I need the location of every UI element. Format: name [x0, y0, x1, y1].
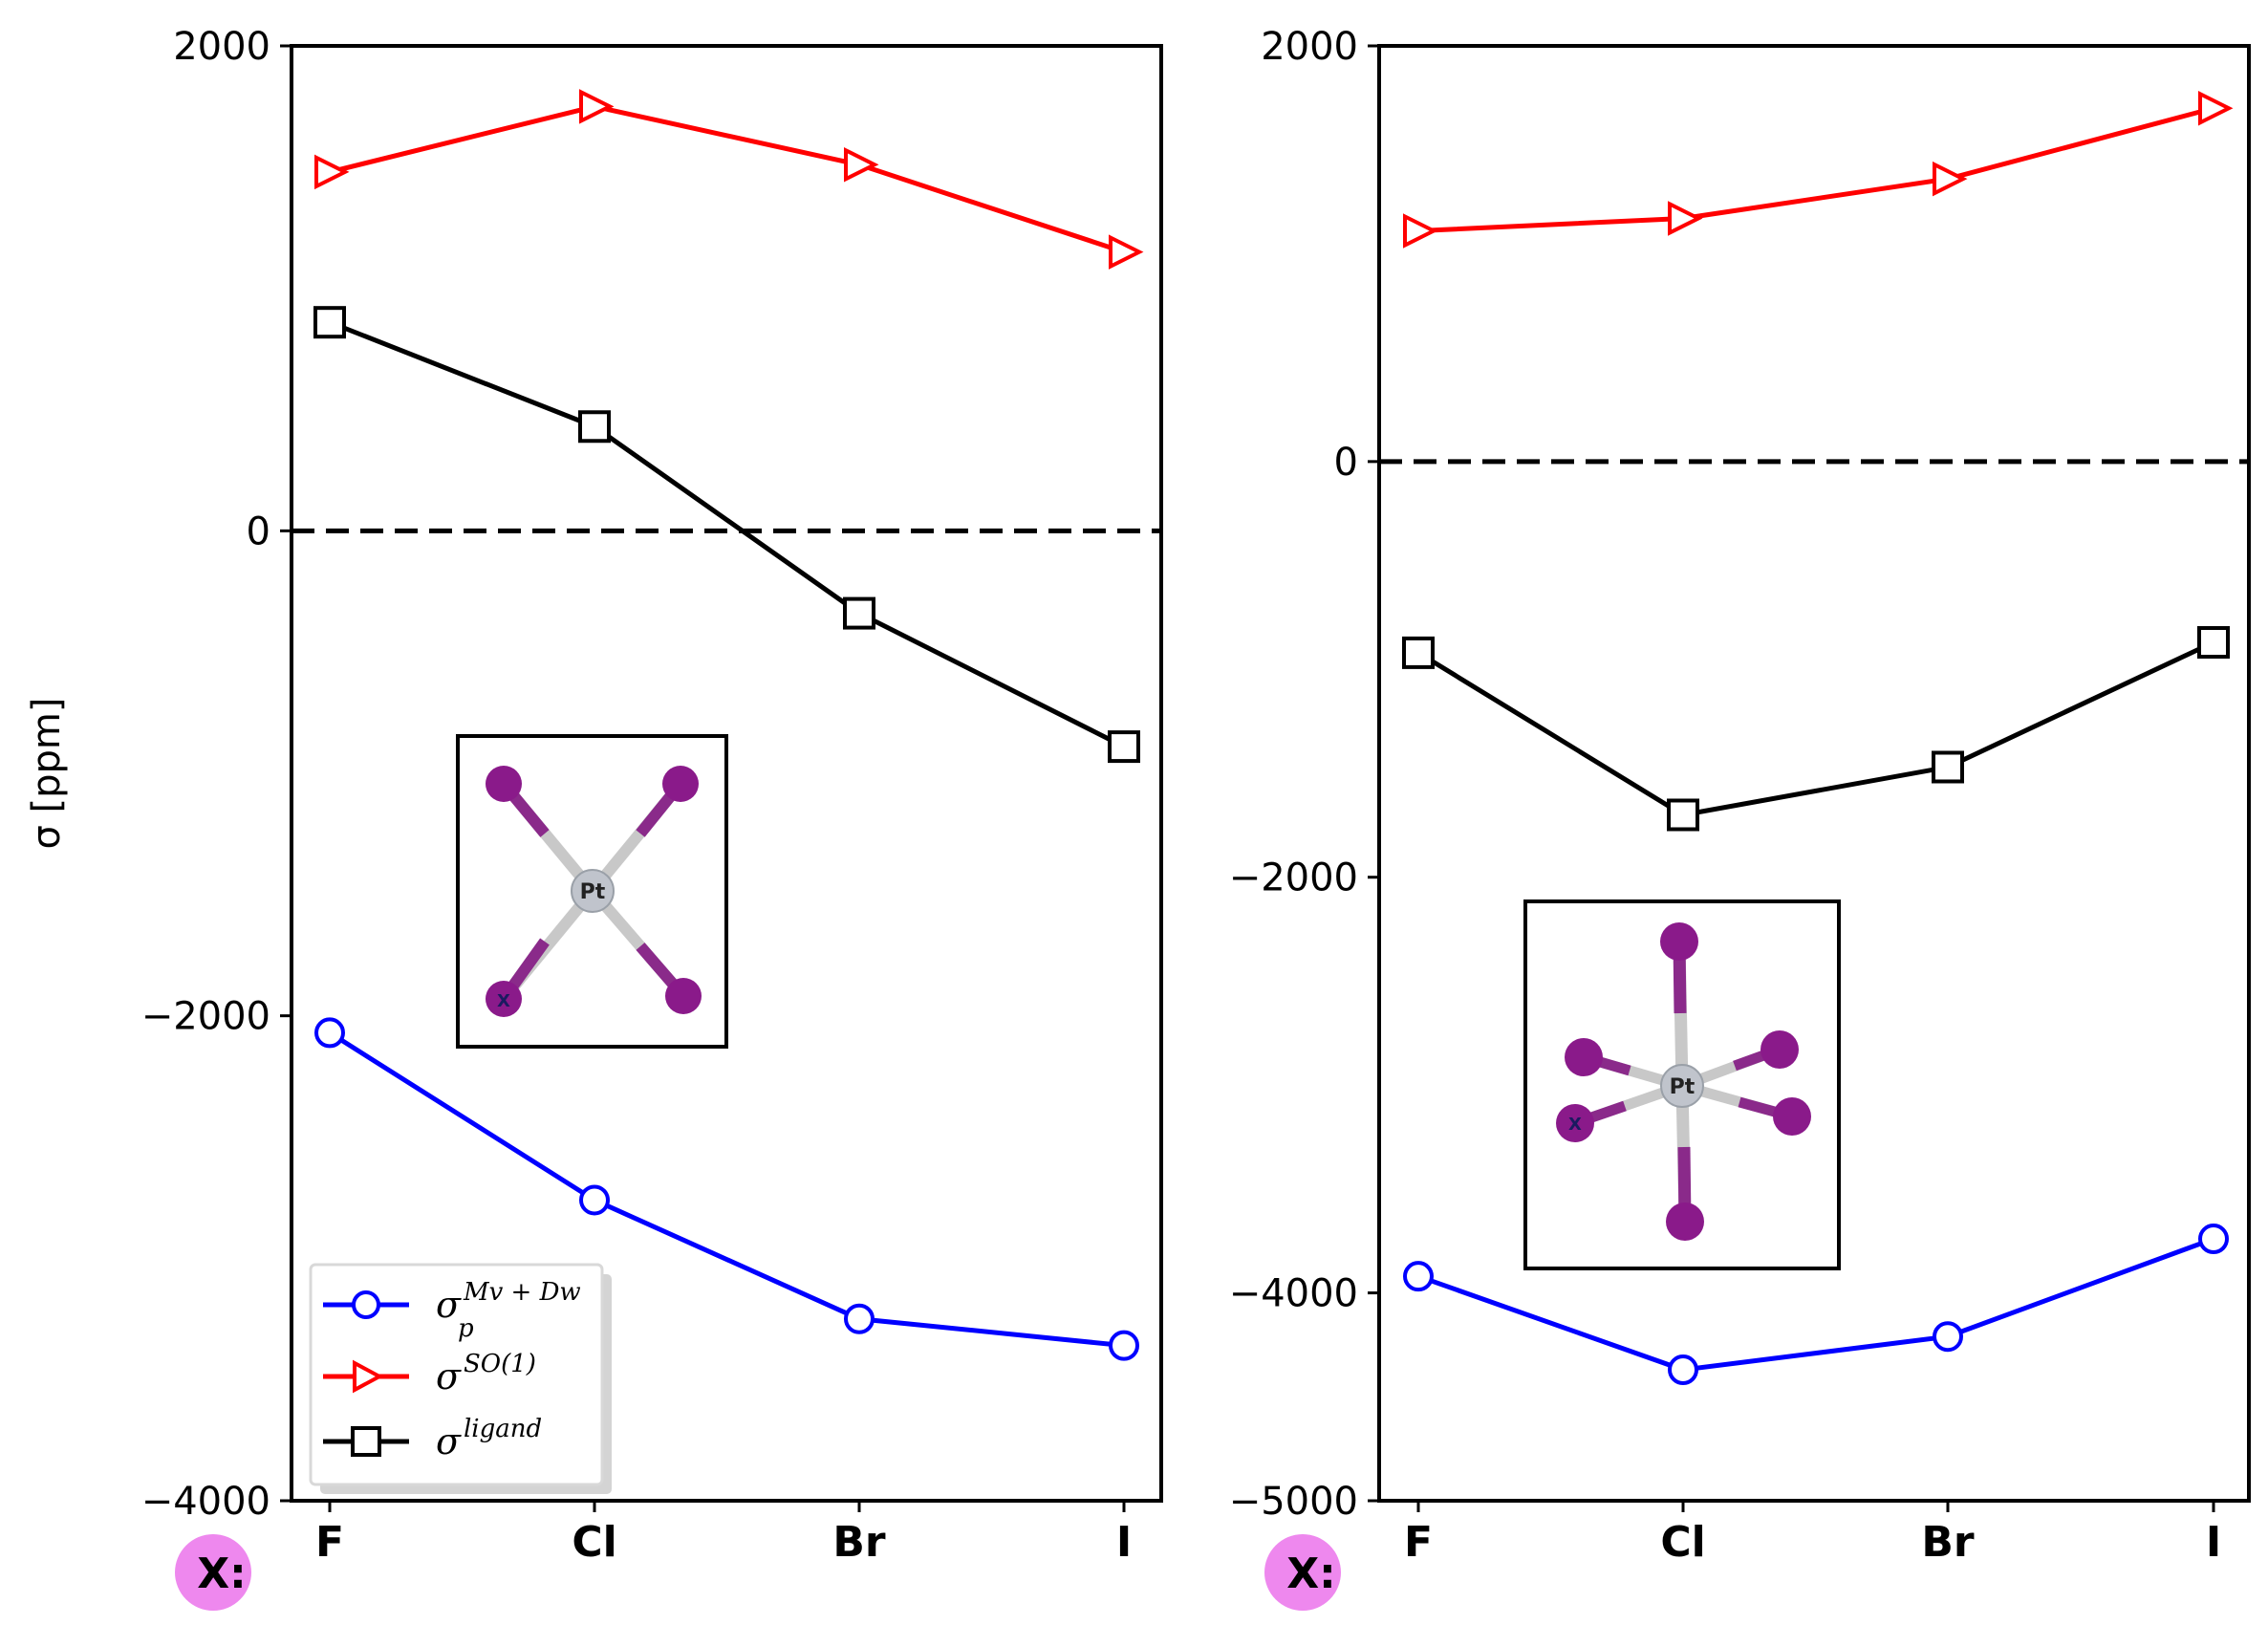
left-x-axis: F Cl Br I [315, 1501, 1132, 1567]
left-series-group [313, 89, 1144, 1361]
data-point-circle-f [314, 1017, 345, 1049]
left-x-badge [175, 1534, 251, 1611]
y-tick-label: 0 [1334, 441, 1358, 485]
y-axis-label: σ [ppm] [25, 697, 69, 849]
legend: σ Mv + Dw p σ SO(1) σ ligand [309, 1263, 612, 1494]
data-point-circle-i [2198, 1224, 2229, 1255]
series-line-circle [328, 1030, 1125, 1349]
x-tick-label-cl: Cl [1660, 1518, 1705, 1567]
legend-label-mvdw: σ Mv + Dw p [436, 1278, 581, 1343]
halogen-atom [1760, 1030, 1799, 1069]
data-point-triangle-right-f [314, 154, 350, 190]
y-tick-label: 2000 [173, 25, 270, 69]
data-point-triangle-right-i [1109, 234, 1144, 270]
data-point-square-f [313, 306, 346, 339]
y-tick-label: −5000 [1229, 1480, 1358, 1524]
data-point-triangle-right-br [844, 147, 879, 183]
series-line-square [329, 319, 1126, 749]
x-tick-label-i: I [2206, 1518, 2221, 1567]
series-line-circle [1417, 1236, 2214, 1373]
platinum-atom [1660, 1064, 1704, 1108]
legend-label-so: σ SO(1) [436, 1350, 536, 1398]
legend-entry-ligand: σ ligand [323, 1415, 542, 1462]
data-point-square-cl [1667, 798, 1699, 832]
halogen-atom [1565, 1038, 1603, 1076]
halogen-atom [486, 766, 522, 802]
series-line-triangle-right [1417, 105, 2214, 234]
data-point-circle-cl [579, 1184, 610, 1216]
legend-label-ligand: σ ligand [436, 1415, 542, 1462]
halogen-atom [1666, 1202, 1704, 1241]
data-point-triangle-right-f [1403, 213, 1438, 249]
legend-entry-so: σ SO(1) [323, 1350, 536, 1398]
x-tick-label-cl: Cl [572, 1518, 616, 1567]
right-molecule-inset: Pt X [1523, 899, 1841, 1270]
data-point-square-f [1402, 636, 1435, 669]
data-point-square-cl [578, 410, 611, 444]
data-point-triangle-right-cl [579, 89, 615, 124]
left-molecule-inset: Pt X [456, 734, 728, 1049]
inset-ligand-label: X [497, 991, 510, 1011]
inset-center-atom-label: Pt [580, 880, 606, 904]
halogen-atom [1773, 1097, 1811, 1136]
x-tick-label-br: Br [832, 1518, 886, 1567]
y-tick-label: −4000 [1229, 1272, 1358, 1316]
halogen-atom [662, 766, 699, 802]
data-point-circle-br [1933, 1321, 1963, 1353]
y-tick-label: −4000 [141, 1480, 270, 1524]
y-tick-label: −2000 [1229, 856, 1358, 900]
left-y-axis: 2000 0 −2000 −4000 [141, 25, 292, 1524]
right-axes-frame [1377, 44, 2251, 1503]
data-point-triangle-right-cl [1668, 201, 1703, 236]
y-tick-label: −2000 [141, 995, 270, 1039]
x-tick-label-f: F [315, 1518, 344, 1567]
inset-center-atom-label: Pt [1670, 1075, 1696, 1099]
platinum-atom [571, 869, 615, 913]
legend-triangle-marker [353, 1359, 384, 1394]
legend-entry-mvdw: σ Mv + Dw p [323, 1278, 581, 1343]
data-point-square-br [843, 596, 875, 630]
halogen-atom [486, 981, 522, 1017]
data-point-circle-f [1403, 1261, 1434, 1292]
right-x-badge [1264, 1534, 1341, 1611]
left-x-prefix: X: [197, 1549, 247, 1598]
y-tick-label: 0 [247, 509, 270, 553]
data-point-circle-br [844, 1303, 875, 1334]
inset-ligand-label: X [1568, 1115, 1582, 1135]
x-tick-label-f: F [1404, 1518, 1433, 1567]
data-point-triangle-right-i [2198, 90, 2234, 126]
right-x-axis: F Cl Br I [1404, 1501, 2221, 1567]
series-line-triangle-right [329, 103, 1125, 254]
y-tick-label: 2000 [1261, 25, 1358, 69]
data-point-square-i [1108, 730, 1140, 764]
data-point-square-br [1932, 750, 1964, 784]
x-tick-label-i: I [1116, 1518, 1132, 1567]
legend-circle-marker [352, 1290, 380, 1319]
right-panel: Pt X 2000 0 −2000 −4000 −5000 F Cl Br I X: [1229, 25, 2251, 1611]
right-x-prefix: X: [1286, 1549, 1336, 1598]
data-point-circle-i [1109, 1330, 1139, 1361]
series-line-square [1416, 639, 2215, 818]
right-series-group [1402, 90, 2234, 1386]
data-point-square-i [2197, 626, 2230, 660]
left-panel: Pt X 2000 0 −2000 −4000 F Cl Br I σ [ppm] X: σ… [25, 25, 1163, 1611]
legend-square-marker [351, 1426, 381, 1457]
halogen-atom [665, 978, 702, 1014]
right-y-axis: 2000 0 −2000 −4000 −5000 [1229, 25, 1379, 1524]
halogen-atom [1556, 1104, 1594, 1142]
data-point-circle-cl [1668, 1354, 1698, 1386]
halogen-atom [1660, 922, 1698, 961]
left-axes-frame [290, 44, 1163, 1503]
x-tick-label-br: Br [1921, 1518, 1975, 1567]
data-point-triangle-right-br [1933, 161, 1968, 197]
